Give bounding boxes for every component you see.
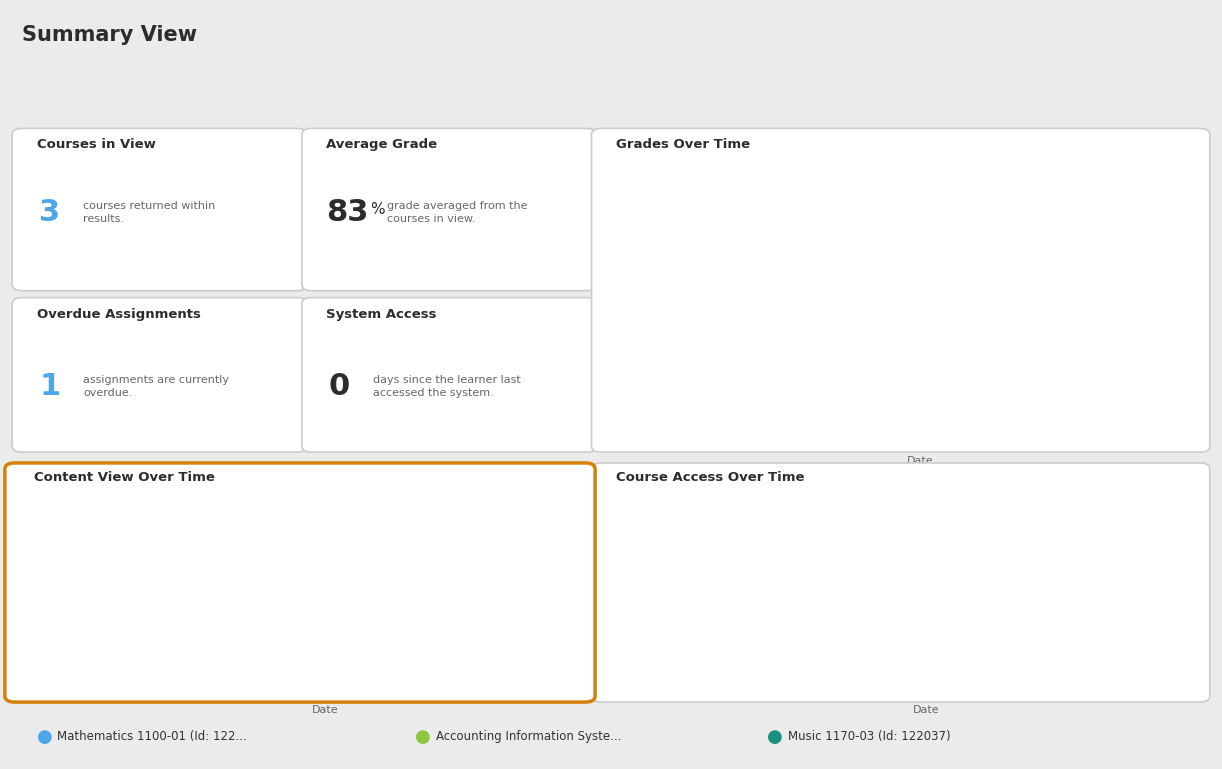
Text: 1: 1 [39, 371, 60, 401]
Text: courses returned within
results.: courses returned within results. [83, 201, 215, 224]
Text: Overdue Assignments: Overdue Assignments [37, 308, 200, 321]
X-axis label: Date: Date [313, 705, 338, 715]
Text: Accounting Information Syste...: Accounting Information Syste... [436, 731, 622, 743]
Text: 83: 83 [326, 198, 369, 227]
Text: days since the learner last
accessed the system.: days since the learner last accessed the… [373, 375, 521, 398]
Text: System Access: System Access [326, 308, 436, 321]
Text: ●: ● [37, 727, 53, 746]
Y-axis label: Course Access Count: Course Access Count [631, 511, 640, 629]
Text: Mathematics 1100-01 (Id: 122...: Mathematics 1100-01 (Id: 122... [57, 731, 247, 743]
Text: grade averaged from the
courses in view.: grade averaged from the courses in view. [387, 201, 528, 224]
Text: 0: 0 [329, 371, 349, 401]
Text: Content View Over Time: Content View Over Time [34, 471, 215, 484]
Text: ●: ● [415, 727, 431, 746]
Text: Courses in View: Courses in View [37, 138, 155, 151]
Text: Average Grade: Average Grade [326, 138, 437, 151]
Y-axis label: Current Grade (%): Current Grade (%) [613, 238, 623, 328]
Text: Grades Over Time: Grades Over Time [616, 138, 750, 151]
Text: Summary View: Summary View [22, 25, 197, 45]
Text: ●: ● [767, 727, 783, 746]
Text: Music 1170-03 (Id: 122037): Music 1170-03 (Id: 122037) [788, 731, 951, 743]
X-axis label: Date: Date [907, 456, 934, 466]
Y-axis label: View Count: View Count [37, 538, 46, 602]
Text: assignments are currently
overdue.: assignments are currently overdue. [83, 375, 229, 398]
X-axis label: Date: Date [913, 705, 940, 715]
Text: Course Access Over Time: Course Access Over Time [616, 471, 804, 484]
Text: 3: 3 [39, 198, 60, 227]
Text: %: % [370, 202, 385, 217]
